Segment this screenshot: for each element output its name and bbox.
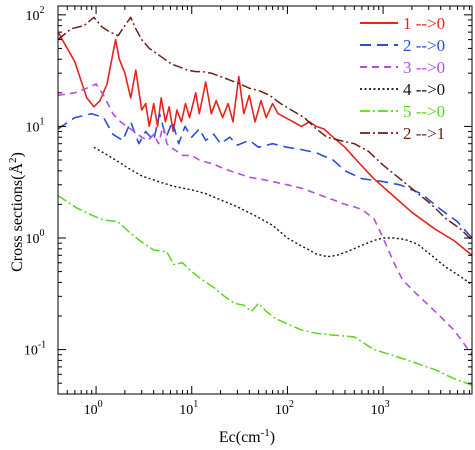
x-tick-label: 102 — [275, 399, 294, 418]
series-line-3 — [58, 83, 472, 356]
y-tick-label: 102 — [26, 5, 45, 24]
series-line-6 — [58, 16, 472, 242]
series-line-2 — [58, 112, 472, 239]
legend-label-2: 2 -->0 — [403, 36, 445, 55]
x-tick-label: 103 — [371, 399, 390, 418]
legend-label-5: 5 -->0 — [403, 102, 445, 121]
y-tick-label: 100 — [26, 228, 45, 247]
series-line-5 — [58, 194, 472, 386]
legend-label-3: 3 -->0 — [403, 58, 445, 77]
series-line-1 — [58, 31, 472, 256]
series-line-4 — [93, 146, 472, 286]
x-axis-title: Ec(cm-1) — [219, 427, 275, 446]
y-axis-title: Cross sections(Å2) — [7, 152, 26, 272]
legend-label-4: 4 -->0 — [403, 80, 445, 99]
y-tick-label: 10-1 — [24, 340, 46, 359]
legend: 1 -->0 2 -->0 3 -->0 4 -->0 5 -->0 2 -->1 — [360, 14, 445, 143]
x-tick-label: 100 — [84, 399, 103, 418]
ticks-layer: 100 101 102 103 10-1 100 101 102 — [24, 5, 472, 418]
x-tick-label: 101 — [179, 399, 198, 418]
plot-frame — [57, 5, 473, 395]
series-layer — [58, 16, 472, 386]
y-tick-label: 101 — [26, 116, 45, 135]
legend-label-1: 1 -->0 — [403, 14, 445, 33]
legend-label-6: 2 -->1 — [403, 124, 445, 143]
